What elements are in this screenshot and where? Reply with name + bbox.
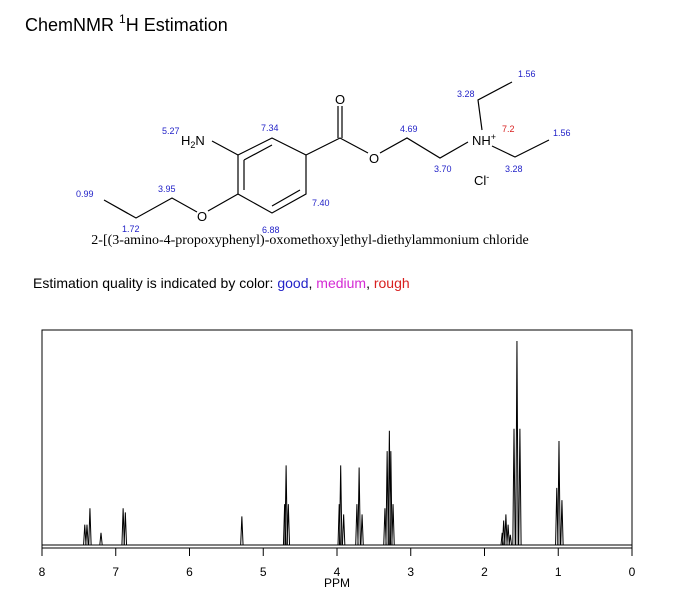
x-tick-label: 7: [112, 565, 119, 579]
shift-label: 0.99: [76, 189, 94, 199]
peak: [389, 451, 393, 546]
peak: [357, 467, 361, 546]
legend-item: rough: [374, 275, 410, 291]
peak: [123, 512, 128, 546]
atom-text: Cl: [474, 173, 486, 188]
peak: [508, 534, 513, 546]
peak: [506, 524, 510, 546]
shift-label: 3.28: [457, 89, 475, 99]
peak: [518, 428, 522, 546]
shift-label: 4.69: [400, 124, 418, 134]
shift-label: 6.88: [262, 225, 280, 235]
title-text: ChemNMR: [25, 15, 119, 35]
atom-label: Cl-: [474, 172, 489, 188]
peak: [284, 465, 288, 546]
peak: [501, 520, 506, 546]
plot-frame: [41, 329, 633, 549]
peak: [391, 504, 395, 546]
peak: [360, 514, 364, 546]
x-tick-label: 8: [39, 565, 46, 579]
peak: [99, 532, 103, 546]
quality-legend: Estimation quality is indicated by color…: [33, 275, 410, 291]
x-tick-label: 4: [334, 565, 341, 579]
shift-label: 1.56: [553, 128, 571, 138]
shift-label: 5.27: [162, 126, 180, 136]
atom-label: O: [197, 209, 207, 224]
atom-sup: +: [491, 132, 496, 142]
peak: [83, 524, 87, 546]
title-text: H Estimation: [126, 15, 228, 35]
x-tick-label: 0: [629, 565, 636, 579]
compound-name: 2-[(3-amino-4-propoxyphenyl)-oxomethoxy]…: [91, 233, 528, 248]
x-tick-label: 1: [555, 565, 562, 579]
legend-item: medium: [316, 275, 366, 291]
peak: [85, 524, 89, 546]
title: ChemNMR 1H Estimation: [25, 12, 228, 35]
peak: [515, 340, 519, 546]
shift-label: 7.34: [261, 123, 279, 133]
peak: [88, 508, 92, 546]
atom-label: O: [335, 92, 345, 107]
spectrum: PPM 8 7 6 5 4 3 2 1 0: [39, 329, 636, 590]
shift-label: 3.95: [158, 184, 176, 194]
peak: [504, 514, 508, 546]
shift-label: 1.72: [122, 224, 140, 234]
atom-label: NH+: [472, 132, 496, 148]
shift-labels: 5.27 7.34 4.69 3.28 1.56 7.2 1.56 3.70 3.28 0.99 3…: [76, 69, 571, 235]
peak: [385, 451, 389, 546]
peak: [240, 516, 244, 546]
molecule: H2N O O O NH+ Cl- 5.27 7.34 4.693.281.567.…: [76, 69, 571, 248]
peak: [560, 500, 564, 546]
legend-intro: Estimation quality is indicated by color…: [33, 275, 277, 291]
peak: [338, 465, 343, 546]
legend-item: good: [277, 275, 308, 291]
peak: [121, 508, 125, 546]
shift-label: 7.2: [502, 124, 515, 134]
atom-text: H: [181, 133, 190, 148]
title-sup: 1: [119, 12, 126, 26]
atom-label: O: [369, 151, 379, 166]
peak: [512, 428, 516, 546]
shift-label: 3.28: [505, 164, 523, 174]
shift-label: 3.70: [434, 164, 452, 174]
peak: [557, 440, 561, 546]
atom-text: N: [195, 133, 204, 148]
peak: [341, 514, 346, 546]
x-tick-label: 2: [481, 565, 488, 579]
peak: [286, 504, 291, 546]
atom-label: H2N: [181, 133, 205, 150]
x-tick-label: 6: [186, 565, 193, 579]
shift-label: 7.40: [312, 198, 330, 208]
bond: [103, 81, 550, 219]
x-tick-label: 5: [260, 565, 267, 579]
atom-sub: 2: [190, 140, 195, 150]
bond: [237, 137, 307, 214]
x-axis-label: PPM: [324, 576, 350, 590]
legend-separator: ,: [309, 275, 317, 291]
shift-label: 1.56: [518, 69, 536, 79]
atom-sup: -: [486, 172, 489, 182]
legend-separator: ,: [366, 275, 374, 291]
atom-text: NH: [472, 133, 491, 148]
x-tick-label: 3: [407, 565, 414, 579]
